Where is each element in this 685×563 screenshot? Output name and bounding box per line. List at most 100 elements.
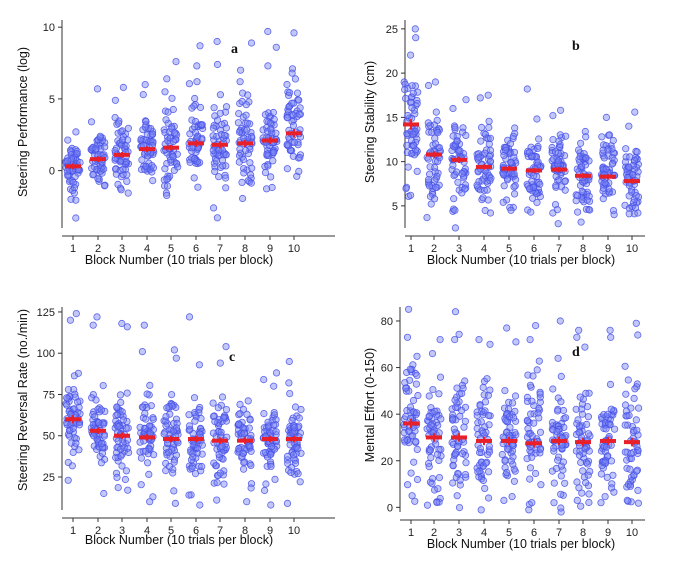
data-point	[461, 403, 470, 411]
data-point	[403, 148, 411, 156]
data-point	[100, 489, 108, 498]
data-point	[554, 354, 562, 362]
data-point	[608, 145, 616, 153]
data-point	[584, 413, 593, 421]
x-tick-label: 4	[144, 525, 150, 537]
data-point	[427, 453, 435, 462]
x-tick-label: 8	[580, 527, 586, 539]
data-point	[93, 313, 101, 321]
data-point	[290, 424, 298, 432]
data-point	[286, 441, 294, 449]
data-point	[287, 468, 295, 477]
data-point	[113, 403, 121, 411]
data-point	[163, 75, 171, 83]
y-tick-label: 80	[381, 316, 393, 328]
data-point	[122, 157, 130, 166]
data-point	[237, 66, 245, 74]
data-point	[215, 146, 223, 154]
data-point	[557, 372, 565, 380]
data-point	[507, 158, 515, 166]
data-point	[114, 437, 122, 445]
data-point	[408, 104, 416, 112]
data-point	[553, 427, 561, 436]
data-point	[145, 470, 153, 478]
data-point	[549, 136, 557, 144]
data-point	[458, 170, 466, 178]
data-point	[169, 137, 177, 145]
data-point	[599, 195, 607, 203]
data-point	[193, 78, 201, 86]
data-point	[552, 464, 561, 473]
data-point	[450, 195, 458, 203]
data-point	[477, 418, 485, 426]
data-point	[451, 224, 459, 232]
data-point	[290, 29, 298, 37]
data-point	[560, 152, 569, 160]
data-point	[554, 220, 562, 228]
data-point	[550, 479, 558, 487]
data-point	[481, 130, 490, 138]
data-point	[475, 153, 483, 161]
data-point	[288, 99, 296, 107]
data-point	[512, 338, 520, 346]
data-point	[573, 496, 581, 504]
data-point	[483, 375, 491, 383]
data-point	[559, 466, 567, 474]
data-point	[406, 191, 415, 199]
data-point	[240, 429, 248, 437]
data-point	[554, 157, 562, 165]
data-point	[610, 156, 618, 164]
data-point	[136, 438, 144, 446]
data-point	[534, 409, 542, 417]
data-point	[601, 458, 609, 466]
data-point	[293, 112, 301, 121]
data-point	[424, 81, 433, 90]
data-point	[554, 149, 562, 157]
data-point	[486, 157, 495, 165]
data-point	[605, 432, 613, 441]
data-point	[600, 154, 608, 162]
data-point	[195, 361, 203, 369]
data-point	[188, 144, 196, 152]
data-point	[124, 444, 132, 452]
data-point	[247, 179, 255, 187]
data-point	[138, 347, 146, 356]
data-point	[401, 379, 409, 387]
data-point	[409, 396, 418, 405]
data-point	[508, 492, 516, 501]
data-point	[455, 330, 463, 338]
data-point	[216, 469, 224, 477]
data-point	[511, 124, 519, 132]
data-point	[476, 94, 484, 102]
data-point	[426, 446, 434, 454]
data-point	[124, 189, 132, 197]
data-point	[222, 103, 231, 111]
panel-d-letter: d	[572, 345, 580, 360]
data-point	[72, 128, 80, 136]
data-point	[96, 132, 104, 140]
data-point	[425, 392, 433, 400]
data-point	[242, 111, 250, 119]
data-point	[290, 138, 298, 146]
x-tick-label: 9	[605, 243, 611, 255]
data-point	[428, 349, 437, 358]
x-tick-label: 10	[288, 243, 300, 255]
data-point	[508, 399, 517, 407]
data-point	[451, 308, 460, 316]
data-point	[174, 163, 182, 171]
data-point	[451, 140, 459, 148]
x-tick-label: 1	[408, 527, 414, 539]
data-point	[114, 483, 122, 492]
data-point	[425, 412, 433, 420]
data-point	[261, 111, 269, 119]
data-point	[192, 117, 200, 126]
data-point	[163, 175, 171, 183]
data-point	[528, 152, 536, 160]
data-point	[482, 459, 490, 467]
data-point	[148, 168, 156, 176]
data-point	[437, 452, 445, 460]
data-point	[401, 86, 409, 94]
data-point	[582, 420, 591, 428]
data-point	[456, 147, 464, 155]
data-point	[525, 506, 533, 514]
